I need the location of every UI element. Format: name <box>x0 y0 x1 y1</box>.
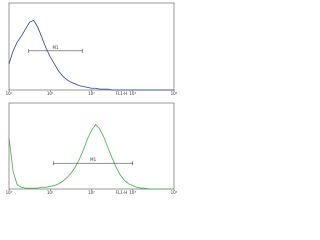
x-axis-label: FL1-H <box>116 190 128 195</box>
x-tick-label: 10⁴ <box>171 91 177 96</box>
figure: 10⁰ 10¹ 10² 10³ 10⁴ FL1-H M1 10⁰ 10¹ 10² 10³ 10⁴ FL1… <box>6 2 177 195</box>
histogram-line <box>8 123 174 190</box>
x-tick-label: 10¹ <box>47 190 54 195</box>
x-tick-label: 10⁰ <box>6 190 13 195</box>
gate-label: M1 <box>53 45 59 50</box>
x-tick-label: 10⁴ <box>171 190 177 195</box>
x-tick-label: 10² <box>88 91 95 96</box>
x-tick-label: 10³ <box>129 190 136 195</box>
histogram-line <box>8 19 174 91</box>
plot-frame <box>8 2 175 91</box>
x-tick-label: 10³ <box>129 91 136 96</box>
x-axis-label: FL1-H <box>116 91 128 96</box>
x-tick-label: 10¹ <box>47 91 54 96</box>
gate-label: M1 <box>90 157 96 162</box>
x-tick-label: 10² <box>88 190 95 195</box>
x-tick-label: 10⁰ <box>6 91 13 96</box>
plot-frame <box>8 102 175 190</box>
